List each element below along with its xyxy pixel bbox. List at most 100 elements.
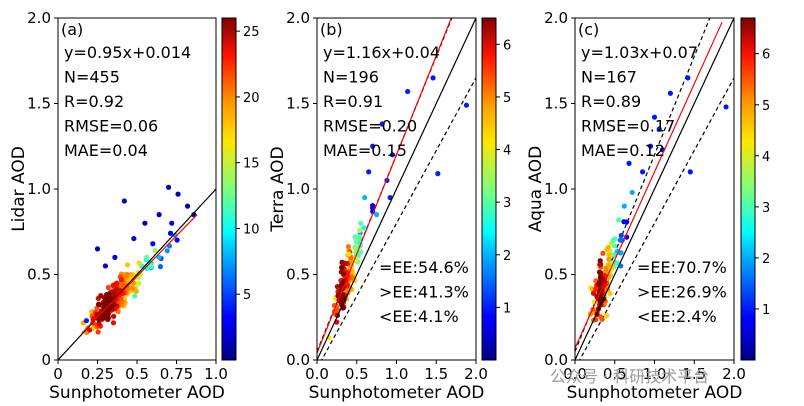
density-point <box>603 265 609 272</box>
one-to-one-line-b <box>317 18 476 360</box>
density-point <box>86 327 93 333</box>
y-tick-label: 2.0 <box>27 9 51 27</box>
data-point <box>370 143 376 149</box>
data-point <box>389 152 396 158</box>
y-tick-label: 2.0 <box>544 9 568 27</box>
y-ticks-a: 0 0.5 1.0 1.5 2.0 <box>27 9 58 369</box>
data-point <box>629 189 635 196</box>
stat-n-b: N=196 <box>323 68 379 87</box>
colorbar-tick-label: 20 <box>243 91 260 106</box>
y-axis-label-c: Aqua AOD <box>526 146 546 233</box>
colorbar-a <box>221 17 237 361</box>
density-point <box>590 290 597 296</box>
density-point <box>114 280 120 287</box>
stat-r-a: R=0.92 <box>64 92 124 111</box>
x-tick-label: 0.25 <box>81 365 114 383</box>
data-point <box>685 75 691 81</box>
data-point <box>169 220 175 226</box>
density-point <box>174 237 180 243</box>
x-tick-label: 1.0 <box>204 365 228 383</box>
stat-equation-a: y=0.95x+0.014 <box>64 43 191 62</box>
density-point <box>103 297 109 303</box>
data-point <box>651 114 658 120</box>
density-point <box>164 248 170 254</box>
y-tick-label: 1.5 <box>286 95 310 113</box>
density-point <box>136 260 142 266</box>
colorbar-ticks-b: 1 2 3 4 5 6 <box>496 38 511 316</box>
stat-equation-b: y=1.16x+0.04 <box>323 43 440 62</box>
density-point <box>120 282 126 288</box>
x-tick-label: 2.0 <box>722 365 746 383</box>
stat-equation-c: y=1.03x+0.07 <box>581 43 698 62</box>
density-point <box>356 227 363 233</box>
data-point <box>366 169 372 175</box>
density-point <box>600 250 606 256</box>
x-tick-label: 0 <box>53 365 63 383</box>
density-point <box>606 256 612 262</box>
stat-rmse-b: RMSE=0.20 <box>323 117 417 136</box>
y-tick-label: 0 <box>41 351 51 369</box>
x-ticks-a: 0 0.25 0.5 0.75 1.0 <box>53 360 228 383</box>
y-tick-label: 0.0 <box>286 351 310 369</box>
y-ticks-c: 0.0 0.5 1.0 1.5 2.0 <box>544 9 575 369</box>
plot-area-a <box>58 184 216 360</box>
data-point <box>687 169 693 175</box>
x-tick-label: 1.0 <box>643 365 667 383</box>
density-point <box>597 297 603 304</box>
colorbar-tick-label: 1 <box>762 303 770 318</box>
plot-content-b <box>317 18 476 360</box>
x-tick-label: 0.5 <box>603 365 627 383</box>
data-point <box>358 220 364 226</box>
density-point <box>597 258 603 264</box>
x-tick-label: 0.75 <box>160 365 193 383</box>
density-point <box>339 259 345 265</box>
stat-mae-c: MAE=0.12 <box>581 141 665 160</box>
data-point <box>647 143 654 149</box>
plot-area-c <box>575 18 734 360</box>
density-point <box>345 243 351 250</box>
colorbar-tick-label: 4 <box>762 150 770 165</box>
data-point <box>346 251 352 257</box>
x-ticks-c: 0.0 0.5 1.0 1.5 2.0 <box>563 360 746 383</box>
y-tick-label: 1.0 <box>27 180 51 198</box>
density-point <box>618 232 624 239</box>
data-point <box>156 212 162 218</box>
density-point <box>99 313 105 319</box>
colorbar-tick-label: 5 <box>762 99 770 114</box>
density-point <box>624 219 630 225</box>
x-tick-label: 2.0 <box>464 365 488 383</box>
x-tick-label: 1.5 <box>682 365 706 383</box>
colorbar-tick-label: 4 <box>503 144 511 159</box>
data-point <box>463 102 470 108</box>
density-point <box>102 310 109 316</box>
ee-within-b: =EE:54.6% <box>379 258 469 277</box>
density-point <box>340 271 347 277</box>
plot-content-a <box>58 184 216 360</box>
data-point <box>639 169 646 175</box>
y-axis-label-a: Lidar AOD <box>9 146 29 232</box>
x-tick-label: 1.0 <box>385 365 409 383</box>
density-point <box>106 292 113 298</box>
ee-lower-line-c <box>578 77 734 360</box>
stat-mae-a: MAE=0.04 <box>64 141 148 160</box>
data-point <box>102 263 108 269</box>
density-point <box>361 225 367 231</box>
panel-label-c: (c) <box>578 20 599 39</box>
density-point <box>605 262 612 268</box>
stat-rmse-a: RMSE=0.06 <box>64 117 158 136</box>
density-point <box>118 277 125 283</box>
density-point <box>167 230 174 236</box>
data-point <box>94 246 101 252</box>
colorbar-tick-label: 6 <box>762 48 770 63</box>
data-point <box>621 203 627 209</box>
data-point <box>121 198 127 204</box>
density-point <box>596 281 602 287</box>
density-point <box>111 313 117 319</box>
density-point <box>604 313 610 319</box>
plot-content-c <box>575 18 734 360</box>
colorbar-tick-label: 15 <box>243 157 260 172</box>
density-point <box>338 299 344 305</box>
colorbar-tick-label: 2 <box>762 252 770 267</box>
data-point <box>362 194 368 201</box>
data-point <box>405 88 411 95</box>
